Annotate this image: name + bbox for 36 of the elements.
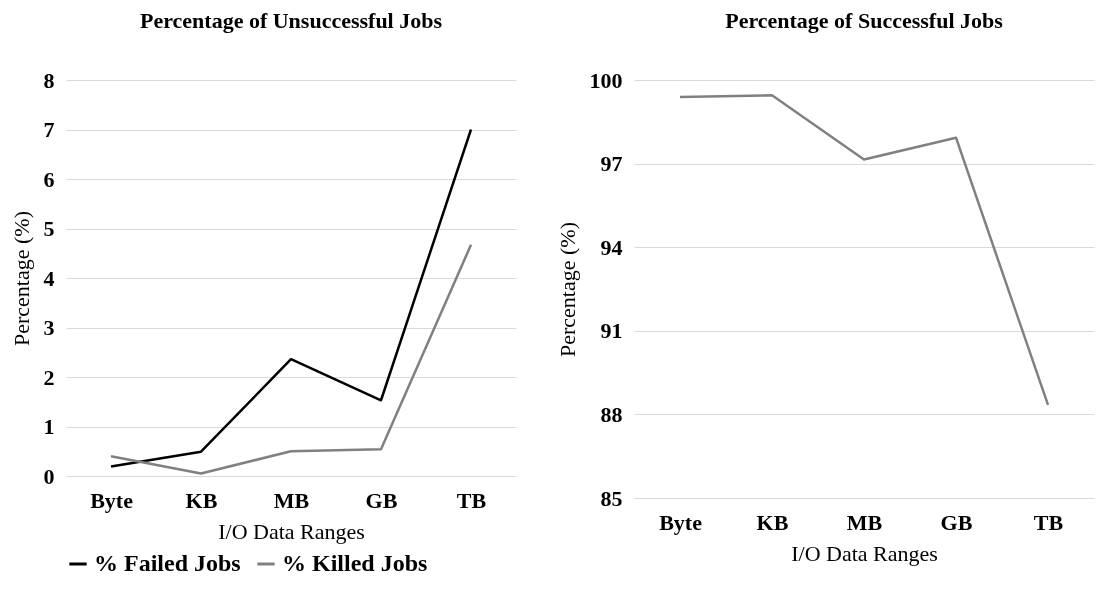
y-tick-label: 97: [600, 151, 623, 177]
x-tick-label: GB: [940, 509, 973, 535]
x-tick-label: KB: [185, 487, 218, 513]
y-tick-label: 85: [600, 485, 623, 511]
chart-title: Percentage of Unsuccessful Jobs: [139, 8, 443, 33]
y-tick-label: 8: [43, 67, 55, 93]
x-axis-title: I/O Data Ranges: [791, 540, 938, 566]
x-tick-label: MB: [846, 509, 883, 535]
x-tick-label: TB: [456, 487, 487, 513]
y-tick-label: 100: [589, 67, 623, 93]
y-tick-label: 88: [600, 401, 623, 427]
x-tick-label: GB: [365, 487, 398, 513]
x-tick-label: Byte: [90, 487, 134, 513]
x-tick-label: TB: [1033, 509, 1064, 535]
y-tick-label: 4: [43, 265, 55, 291]
line-series: [109, 243, 473, 475]
y-axis-title: Percentage (%): [8, 211, 34, 346]
y-tick-label: 5: [43, 216, 55, 241]
legend-label: % Killed Jobs: [282, 550, 428, 576]
x-tick-label: Byte: [659, 509, 703, 535]
y-tick-label: 0: [43, 463, 55, 489]
y-tick-label: 94: [600, 234, 623, 260]
y-axis-title: Percentage (%): [554, 222, 580, 357]
x-axis-title: I/O Data Ranges: [218, 518, 365, 544]
chart-title: Percentage of Successful Jobs: [725, 8, 1004, 33]
line-series: [109, 128, 473, 468]
y-tick-label: 3: [43, 315, 55, 340]
legend-label: % Failed Jobs: [94, 550, 241, 576]
y-tick-label: 1: [43, 414, 55, 439]
y-tick-label: 2: [43, 364, 55, 390]
y-tick-label: 7: [43, 117, 55, 142]
y-tick-label: 6: [43, 166, 55, 192]
y-tick-label: 91: [600, 318, 623, 344]
x-tick-label: KB: [756, 509, 789, 535]
line-series: [678, 94, 1050, 407]
x-tick-label: MB: [273, 487, 310, 513]
